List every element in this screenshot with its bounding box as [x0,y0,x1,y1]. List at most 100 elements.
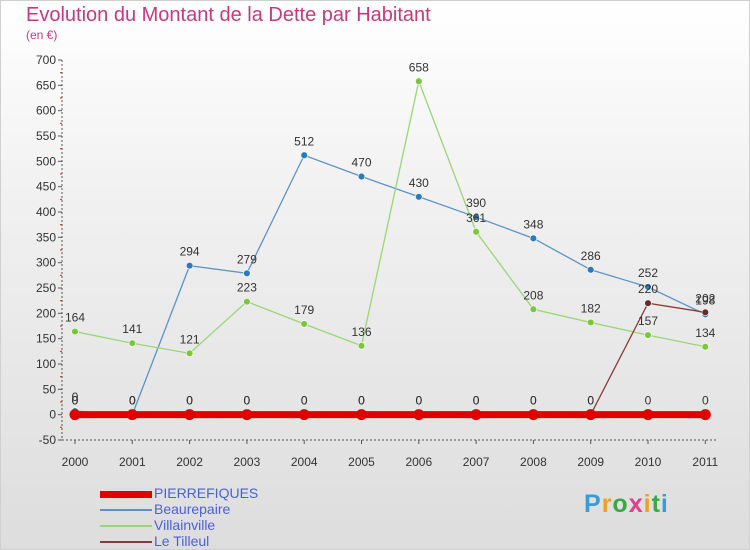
data-label-villainville: 134 [695,326,715,340]
legend-item: Villainville [100,518,258,534]
y-tick-label: 600 [36,104,56,118]
x-tick-label: 2001 [119,455,146,469]
legend-swatch [100,525,152,528]
data-label-le-tilleul: 0 [530,394,537,408]
data-point-villainville [71,327,79,336]
data-label-beaurepaire: 286 [581,249,601,263]
data-label-le-tilleul: 0 [72,394,79,408]
data-point-pierrefiques [298,409,310,421]
data-label-villainville: 121 [180,332,200,346]
data-point-le-tilleul [644,299,652,307]
series-line-villainville [74,79,706,355]
logo-letter: t [651,490,661,518]
data-point-pierrefiques [413,409,425,421]
legend-label: Le Tilleul [154,533,210,549]
series-line-le-tilleul [75,302,706,416]
logo-letter: i [660,490,669,518]
data-label-le-tilleul: 0 [244,394,251,408]
data-point-beaurepaire [415,193,423,201]
data-point-pierrefiques [184,409,196,421]
y-tick-label: 250 [36,281,56,295]
data-label-pierrefiques: 0 [530,394,537,408]
data-label-beaurepaire: 512 [294,134,314,148]
y-tick-label: 450 [36,180,56,194]
x-tick-label: 2006 [405,455,432,469]
legend-label: PIERREFIQUES [154,485,259,501]
chart-title: Evolution du Montant de la Dette par Hab… [26,4,431,26]
data-label-le-tilleul: 0 [415,394,422,408]
x-tick-label: 2005 [348,455,375,469]
data-label-le-tilleul: 0 [358,394,365,408]
data-point-pierrefiques [69,409,81,421]
legend-label: Villainville [154,517,216,533]
x-tick-label: 2003 [234,455,261,469]
data-point-pierrefiques [527,409,539,421]
data-label-pierrefiques: 0 [301,394,308,408]
logo-letter: r [601,490,613,518]
legend-item: Beaurepaire [100,502,258,518]
data-label-beaurepaire: 252 [638,266,658,280]
data-label-beaurepaire: 470 [351,156,371,170]
data-point-beaurepaire [644,283,652,291]
data-point-pierrefiques [356,409,367,421]
data-point-beaurepaire [185,262,194,270]
data-point-beaurepaire [243,269,251,278]
y-tick-label: 350 [36,230,56,244]
data-label-villainville: 164 [65,311,85,325]
data-point-pierrefiques [470,409,482,421]
legend-item: PIERREFIQUES [100,486,258,502]
data-label-pierrefiques: 0 [415,394,422,408]
data-point-pierrefiques [241,409,253,421]
y-tick-label: 500 [36,154,56,168]
data-point-villainville [586,318,595,327]
data-point-villainville [701,343,709,351]
data-label-le-tilleul: 0 [301,394,308,408]
data-label-pierrefiques: 0 [702,394,709,408]
data-label-le-tilleul: 0 [186,394,193,408]
data-point-beaurepaire [357,172,366,181]
data-point-villainville [415,77,423,85]
data-label-pierrefiques: 0 [645,394,652,408]
x-tick-label: 2004 [291,455,318,469]
data-point-villainville [357,342,366,350]
logo-letter: P [584,490,602,518]
chart-legend: PIERREFIQUES Beaurepaire Villainville Le Ti… [100,486,258,550]
data-label-le-tilleul: 0 [473,394,480,408]
y-tick-label: 300 [36,256,56,270]
x-tick-label: 2010 [635,455,662,469]
data-label-beaurepaire: 390 [466,196,486,210]
y-tick-label: 200 [36,306,56,320]
data-point-beaurepaire [529,234,538,243]
y-tick-label: 0 [49,408,56,422]
unit-label: (en €) [26,28,58,42]
y-tick-label: 700 [36,53,56,67]
data-point-pierrefiques [126,409,138,421]
x-tick-label: 2002 [176,455,203,469]
data-point-villainville [300,320,308,328]
x-tick-label: 2007 [463,455,490,469]
data-point-pierrefiques [699,409,711,421]
x-tick-label: 2000 [62,455,89,469]
y-tick-label: -50 [39,433,57,447]
y-tick-label: 550 [36,129,56,143]
data-point-villainville [529,305,538,313]
data-label-villainville: 157 [638,314,658,328]
legend-item: Le Tilleul [100,534,258,550]
data-label-beaurepaire: 294 [180,245,200,259]
data-point-le-tilleul [701,308,709,317]
data-label-pierrefiques: 0 [186,394,193,408]
data-label-le-tilleul: 220 [638,282,658,296]
y-tick-label: 650 [36,78,56,92]
data-label-beaurepaire: 0 [129,394,136,408]
legend-swatch [100,490,152,498]
data-point-pierrefiques [585,409,597,421]
data-label-beaurepaire: 279 [237,252,257,266]
data-label-pierrefiques: 0 [473,394,480,408]
data-label-pierrefiques: 0 [129,394,136,408]
data-point-villainville [472,228,480,236]
data-label-villainville: 136 [351,325,371,339]
logo-letter: i [643,490,652,518]
data-point-villainville [644,331,652,339]
logo-letter: x [628,490,644,518]
data-label-pierrefiques: 0 [358,394,365,408]
